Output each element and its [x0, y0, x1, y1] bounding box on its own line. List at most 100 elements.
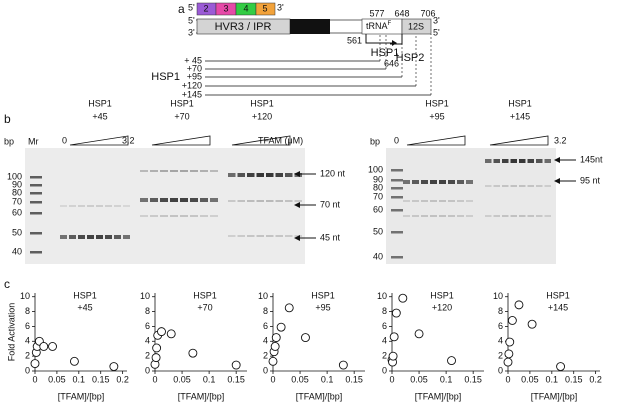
- region: [401, 18, 432, 35]
- y-tick-label: 4: [25, 336, 30, 346]
- point: [268, 356, 278, 366]
- y-tick-label: 0: [25, 365, 30, 375]
- y-tick-label: 6: [498, 321, 503, 331]
- y-tick-label: 4: [382, 336, 387, 346]
- x-tick-label: 0.1: [73, 374, 86, 384]
- gel-band: [275, 200, 283, 202]
- promoter-label: HSP1: [371, 47, 400, 59]
- lane-template: +45: [92, 111, 107, 121]
- panel-label: b: [4, 112, 11, 126]
- point: [389, 332, 399, 342]
- point: [527, 319, 537, 329]
- gel-band: [412, 180, 419, 184]
- x-tick-label: 0.15: [345, 374, 363, 384]
- x-axis-label: [TFAM]/[bp]: [296, 391, 343, 401]
- size-label: 90: [12, 179, 22, 189]
- size-label: 50: [12, 227, 22, 237]
- y-tick-label: 10: [20, 291, 30, 301]
- size-label: 70: [12, 196, 22, 206]
- gel-band: [412, 200, 419, 202]
- end-label: 3': [188, 27, 195, 37]
- y-tick-label: 4: [145, 336, 150, 346]
- gel-band: [266, 235, 274, 237]
- y-tick-label: 10: [258, 291, 268, 301]
- gel-band: [228, 173, 236, 177]
- arrowhead: [554, 157, 560, 163]
- size-label: 40: [12, 246, 22, 256]
- tfam-max: 3.2: [554, 135, 567, 145]
- y-tick-label: 0: [382, 365, 387, 375]
- y-tick-label: 4: [263, 336, 268, 346]
- position: 577: [369, 8, 384, 18]
- product-label: 95 nt: [580, 175, 601, 185]
- gel-band: [123, 235, 130, 239]
- arrowhead: [294, 202, 300, 208]
- point: [151, 353, 161, 363]
- lane-title: HSP1: [425, 98, 449, 108]
- x-tick-label: 0.2: [116, 374, 129, 384]
- gel-band: [275, 173, 283, 177]
- x-tick-label: 0.15: [464, 374, 482, 384]
- point: [166, 329, 176, 339]
- template-label: +95: [187, 71, 202, 81]
- gel-band: [69, 205, 76, 207]
- wedge: [151, 135, 211, 146]
- gel-band: [30, 184, 42, 187]
- y-tick-label: 6: [382, 321, 387, 331]
- gel-band: [69, 235, 76, 239]
- wedge: [231, 135, 291, 146]
- region: [290, 19, 330, 34]
- gel-band: [87, 205, 94, 207]
- gel-band: [210, 215, 218, 217]
- template-title: HSP1: [151, 71, 180, 83]
- gel-band: [493, 159, 500, 163]
- gel-band: [391, 256, 403, 259]
- end-label: 5': [188, 15, 195, 25]
- lane-template: +120: [252, 111, 272, 121]
- lane-title: HSP1: [88, 98, 112, 108]
- x-tick-label: 0: [389, 374, 394, 384]
- block-label: 2: [203, 3, 208, 13]
- y-tick-label: 8: [382, 306, 387, 316]
- point: [157, 327, 166, 337]
- gel-band: [237, 200, 245, 202]
- gel-band: [180, 215, 188, 217]
- x-tick-label: 0.15: [92, 374, 110, 384]
- size-label: 100: [7, 171, 22, 181]
- wedge: [69, 135, 129, 146]
- point: [338, 360, 348, 370]
- point: [391, 308, 401, 318]
- gel-band: [457, 180, 464, 184]
- point: [231, 360, 241, 370]
- gel-band: [403, 180, 410, 184]
- gel-band: [536, 185, 543, 187]
- gel-band: [140, 215, 148, 217]
- x-axis-label: [TFAM]/[bp]: [178, 391, 225, 401]
- product-label: 120 nt: [320, 168, 346, 178]
- position: 561: [347, 35, 362, 45]
- gel-band: [527, 215, 534, 217]
- gel-band: [502, 159, 509, 163]
- gel-band: [430, 180, 437, 184]
- size-label: 100: [368, 164, 383, 174]
- arrowhead: [392, 40, 397, 46]
- x-tick-label: 0.15: [227, 374, 245, 384]
- block-label: 4: [243, 3, 248, 13]
- y-tick-label: 8: [25, 306, 30, 316]
- size-label: 60: [12, 207, 22, 217]
- gel-band: [510, 215, 517, 217]
- block: [255, 2, 276, 16]
- gel-bands: [30, 159, 551, 259]
- gel-band: [60, 235, 67, 239]
- point: [30, 359, 40, 369]
- point: [188, 348, 198, 358]
- size-label: 80: [12, 187, 22, 197]
- x-tick-label: 0.05: [48, 374, 66, 384]
- tfam-min: 0: [394, 135, 399, 145]
- lane-template: +95: [429, 111, 444, 121]
- gel-band: [256, 235, 264, 237]
- gel-band: [150, 198, 158, 202]
- template-label: +120: [182, 80, 202, 90]
- gel-band: [78, 205, 85, 207]
